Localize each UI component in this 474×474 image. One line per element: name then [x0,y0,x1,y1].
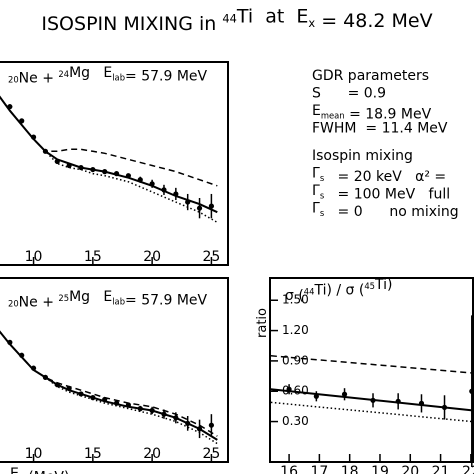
x-tick-label: 10 [25,446,43,462]
subscript: x [308,16,315,30]
model-curve [0,95,218,214]
text-part: = 0 no mixing [324,204,459,220]
panel-annotation: 20Ne + 25Mg Elab= 57.9 MeV [8,289,208,311]
text-part: E [10,466,19,474]
note-line: FWHM = 11.4 MeV [312,121,448,137]
text-part: Isospin mixing [312,148,413,164]
x-tick-label: 15 [84,446,102,462]
subscript: s [320,191,324,201]
plot-frame [0,277,229,463]
text-part: Mg E [69,65,112,81]
x-tick-label: 20 [143,446,161,462]
superscript: 20 [8,74,19,84]
text-part: Γ [312,166,320,182]
model-curve [0,330,218,437]
subscript: lab [112,296,125,306]
note-line: Γs = 20 keV α² = [312,166,446,186]
superscript: 44 [304,286,315,296]
x-tick-label: 18 [341,464,359,474]
data-point [341,391,348,397]
text-part: ISOSPIN MIXING in [41,13,222,35]
model-curve [270,355,473,374]
x-tick-label: 20 [143,249,161,265]
panel-annotation: 20Ne + 24Mg Elab= 57.9 MeV [8,65,208,87]
superscript: 20 [8,298,19,308]
x-tick-label: 17 [310,464,328,474]
text-part: = 18.9 MeV [345,107,432,123]
x-tick-label: 22 [462,464,474,474]
text-part: = 57.9 MeV [125,292,207,308]
text-part: Γ [312,183,320,199]
model-curve [0,330,218,441]
text-part: S = 0.9 [312,86,386,102]
x-tick-label: 20 [401,464,419,474]
data-point [208,422,215,428]
text-part: Ti) / σ ( [313,282,364,298]
superscript: 44 [222,11,237,25]
text-part: Mg E [69,289,112,305]
text-part: GDR parameters [312,68,429,84]
note-line: GDR parameters [312,68,429,84]
text-part: = 48.2 MeV [315,10,432,32]
model-curve [270,401,473,423]
text-part: FWHM = 11.4 MeV [312,121,448,137]
superscript: 24 [58,69,69,79]
text-part: = 57.9 MeV [125,68,207,84]
superscript: 45 [364,281,375,291]
y-tick-label: 1.20 [282,323,309,337]
text-part: Ne + [19,294,59,310]
note-line: Emean = 18.9 MeV [312,103,432,123]
subscript: s [320,208,324,218]
x-tick-label: 25 [202,249,220,265]
model-curve [270,388,473,412]
model-curve [0,95,218,224]
plot-frame [0,61,229,266]
x-tick-label: 25 [202,446,220,462]
text-part: σ ( [285,288,304,304]
text-part: Ti at E [236,5,309,27]
subscript: mean [321,111,345,121]
y-tick-label: 0.30 [282,414,309,428]
y-tick-label: 1.50 [282,293,309,307]
x-tick-label: 15 [84,249,102,265]
data-point [208,203,215,209]
x-tick-label: 16 [280,464,298,474]
text-part: = 20 keV α² = [324,169,446,185]
text-part: Ne + [19,70,59,86]
panel-annotation: σ (44Ti) / σ (45Ti) [285,277,393,304]
data-point [196,205,203,211]
text-part: Ti) [374,277,392,293]
subscript: lab [112,72,125,82]
note-line: Γs = 0 no mixing [312,201,459,221]
note-line: Γs = 100 MeV full [312,183,450,203]
x-axis-label: Eγ (MeV) [10,466,69,474]
note-line: S = 0.9 [312,86,386,102]
y-tick-label: 0.90 [282,353,309,367]
x-tick-label: 10 [25,249,43,265]
text-part: E [312,103,321,119]
plot-frame [269,277,474,463]
y-axis-label: ratio [255,308,270,338]
figure-title: ISOSPIN MIXING in 44Ti at Ex = 48.2 MeV [41,5,432,35]
superscript: 25 [58,293,69,303]
data-point [469,388,474,394]
text-part: = 100 MeV full [324,187,450,203]
x-tick-label: 21 [432,464,450,474]
text-part: Γ [312,201,320,217]
subscript: s [320,173,324,183]
note-line: Isospin mixing [312,148,413,164]
model-curve [0,330,218,445]
text-part: (MeV) [24,470,70,474]
x-tick-label: 19 [371,464,389,474]
